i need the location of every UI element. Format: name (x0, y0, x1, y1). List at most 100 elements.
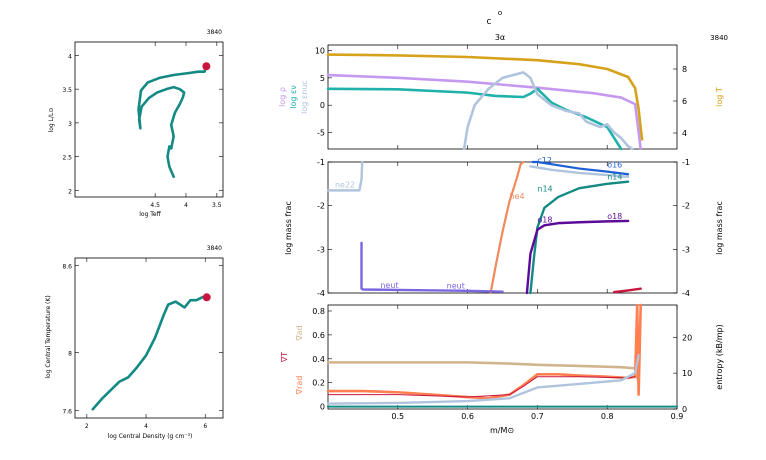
label-grad-T: ∇T (280, 352, 289, 363)
header-title: c (487, 17, 492, 27)
pb-y2-tick-label: 10 (682, 369, 692, 378)
pt-y-tick-label: 0 (320, 101, 325, 110)
hr-panel: 3840 4.5 4 3.5 2 2.5 3 3.5 4 log Teff log L/L⊙ (48, 29, 224, 218)
hr-x-tick-label: 4.5 (150, 202, 160, 209)
pt-y-tick-label: 5 (320, 74, 325, 83)
hr-y-tick-label: 2 (68, 188, 72, 195)
label-grad-ad: ∇ad (295, 325, 304, 341)
pm-y2-tick-label: -1 (682, 158, 690, 167)
temperature-line (326, 53, 644, 141)
pt-y2-tick-label: 6 (682, 97, 687, 106)
c12-line (531, 160, 630, 176)
tc-x-tick-label: 6 (203, 423, 207, 430)
pb-y-tick-label: 0.8 (312, 307, 325, 316)
tc-current-marker (202, 293, 211, 302)
c12-label: c12 (537, 156, 552, 165)
profile-top-frame (327, 44, 678, 150)
hr-y-tick-label: 2.5 (62, 155, 72, 162)
tc-ylabel: log Central Temperature (K) (45, 295, 52, 378)
pb-x-tick-label: 0.9 (671, 412, 684, 421)
o16-line (529, 165, 630, 179)
hr-model-number: 3840 (207, 29, 222, 36)
neut-line (360, 241, 504, 293)
grad-ad-line (326, 361, 640, 385)
hr-ticks: 4.5 4 3.5 2 2.5 3 3.5 4 (62, 42, 223, 209)
pb-y-tick-label: 0.6 (312, 331, 325, 340)
pb-x-tick-label: 0.6 (461, 412, 474, 421)
profile-top-panel: -5 0 5 10 4 6 8 log ρ log εν log εnuc log T (278, 44, 724, 151)
o18-label: o18 (537, 215, 552, 224)
tc-y-tick-label: 8 (68, 351, 72, 358)
label-log-eps-nu: log εν (289, 85, 298, 109)
pm-y2-tick-label: -3 (682, 245, 690, 254)
header-model-number: 3840 (710, 34, 728, 42)
n14-label: n14 (607, 172, 622, 181)
o18-label-2: o18 (607, 212, 622, 221)
o18-line (525, 219, 630, 295)
pb-y-tick-label: 0.2 (312, 379, 325, 388)
header-title-superscript: o (498, 9, 502, 17)
pb-y2-tick-label: 20 (682, 333, 692, 342)
hr-y-tick-label: 4 (68, 53, 72, 60)
ne22-label: ne22 (335, 180, 355, 189)
eps-nu-line (326, 87, 623, 151)
hr-xlabel: log Teff (139, 211, 161, 218)
label-mass-frac-right: log mass frac (715, 201, 724, 255)
tc-y-tick-label: 7.6 (62, 409, 72, 416)
pb-x-tick-label: 0.7 (531, 412, 544, 421)
tc-model-number: 3840 (207, 245, 222, 252)
tc-track-line (91, 295, 209, 411)
hr-frame (74, 41, 224, 198)
pm-y2-tick-label: -4 (682, 289, 690, 298)
hr-current-marker (202, 62, 211, 71)
label-log-T: log T (715, 87, 724, 107)
label-entropy: entropy (kB/mp) (715, 324, 724, 389)
profile-top-plot (326, 53, 644, 151)
tc-x-tick-label: 4 (144, 423, 148, 430)
neut-label-2: neut (447, 282, 465, 291)
tc-ticks: 2 4 6 7.6 8 8.6 (62, 258, 223, 430)
profile-bot-frame (327, 304, 678, 410)
label-grad-rad: ∇rad (295, 376, 304, 396)
pb-y-tick-label: 0 (320, 403, 325, 412)
pb-y-tick-label: 0.4 (312, 355, 325, 364)
hr-y-tick-label: 3 (68, 121, 72, 128)
pm-y-tick-label: -4 (317, 289, 325, 298)
hr-x-tick-label: 3.5 (212, 202, 222, 209)
profile-mid-ticks: -4 -3 -2 -1 -4 -3 -2 -1 (317, 158, 690, 298)
tc-frame (74, 257, 224, 419)
label-log-rho: log ρ (278, 87, 287, 107)
profile-mid-plot: he4 c12 o16 n14 o18 ne22 neut neut o18 n14 (326, 156, 642, 295)
o17-line (612, 287, 642, 294)
tc-y-tick-label: 8.6 (62, 263, 72, 270)
entropy-line (326, 354, 640, 405)
pt-y2-tick-label: 4 (682, 129, 687, 138)
pt-y-tick-label: 10 (315, 46, 325, 55)
pm-y2-tick-label: -2 (682, 202, 690, 211)
grad-T-line (327, 376, 636, 398)
profile-mid-frame (327, 161, 678, 294)
tc-plot-area (91, 293, 211, 411)
hr-x-tick-label: 4 (184, 202, 188, 209)
label-mass-coordinate: m/M⊙ (490, 426, 514, 435)
tc-panel: 3840 2 4 6 7.6 8 8.6 log Central Density (g c… (45, 245, 224, 440)
hr-y-tick-label: 3.5 (62, 87, 72, 94)
pm-y-tick-label: -2 (317, 202, 325, 211)
he4-line (489, 160, 525, 295)
pt-y2-tick-label: 8 (682, 65, 687, 74)
pm-y-tick-label: -3 (317, 245, 325, 254)
label-log-eps-nuc: log εnuc (300, 80, 309, 114)
hr-ylabel: log L/L⊙ (48, 108, 55, 133)
pb-x-tick-label: 0.8 (601, 412, 614, 421)
pb-x-tick-label: 0.5 (391, 412, 404, 421)
profile-bot-plot (326, 303, 678, 408)
hr-plot-area (137, 62, 211, 179)
pt-y-tick-label: -5 (317, 129, 325, 138)
tc-x-tick-label: 2 (85, 423, 89, 430)
n14-line (529, 180, 630, 295)
ne22-line (326, 160, 364, 192)
eps-nuc-line (462, 71, 634, 151)
label-mass-frac-left: log mass frac (284, 201, 293, 255)
n14-label-2: n14 (537, 185, 552, 194)
